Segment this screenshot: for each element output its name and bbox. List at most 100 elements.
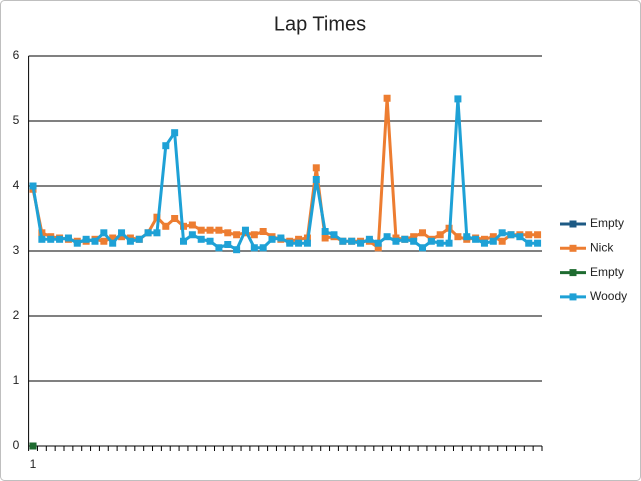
data-point (38, 235, 46, 243)
data-point (410, 233, 418, 241)
data-point (109, 239, 117, 247)
data-point (188, 231, 196, 239)
data-point (144, 229, 152, 237)
data-point (534, 231, 542, 239)
data-point (321, 234, 329, 242)
data-point (153, 213, 161, 221)
data-point (64, 234, 72, 242)
data-point (259, 244, 267, 252)
data-point (480, 239, 488, 247)
data-point (321, 228, 329, 235)
data-point (91, 237, 99, 245)
data-point (153, 229, 161, 237)
data-point (171, 129, 179, 137)
data-point (206, 226, 214, 234)
data-point (534, 239, 542, 247)
data-point (135, 235, 143, 243)
data-point (498, 229, 506, 237)
data-point (419, 229, 427, 237)
data-point (277, 234, 285, 242)
data-point (100, 229, 108, 237)
data-point (118, 229, 126, 237)
data-point (357, 239, 365, 247)
data-point (233, 246, 241, 254)
data-point (303, 239, 311, 247)
data-point (29, 182, 37, 190)
data-point (445, 239, 453, 247)
data-point (259, 228, 267, 235)
data-point (339, 237, 347, 245)
y-tick-label: 5 (13, 113, 20, 127)
legend-marker (569, 220, 577, 228)
y-tick-label: 3 (13, 243, 20, 257)
data-point (374, 239, 382, 247)
data-point (383, 94, 391, 102)
data-point (410, 237, 418, 245)
data-point (401, 235, 409, 243)
legend-marker (569, 244, 577, 252)
data-point (392, 237, 400, 245)
data-point (215, 226, 223, 234)
data-point (250, 231, 258, 239)
data-point (295, 239, 303, 247)
data-point (436, 231, 444, 239)
data-point (330, 231, 338, 239)
data-point (268, 235, 276, 243)
legend-label: Empty (590, 216, 624, 230)
data-point (215, 244, 223, 252)
data-point (472, 235, 480, 243)
y-tick-label: 2 (13, 308, 20, 322)
data-point (525, 239, 533, 247)
legend-label: Nick (590, 240, 614, 254)
data-point (348, 237, 356, 245)
data-point (312, 176, 320, 183)
data-point (250, 244, 258, 252)
data-point (525, 231, 533, 239)
data-point (454, 95, 462, 103)
y-tick-label: 1 (13, 373, 20, 387)
data-point (454, 233, 462, 241)
data-point (295, 235, 303, 243)
data-point (188, 221, 196, 229)
data-point (162, 142, 170, 150)
data-point (180, 237, 188, 245)
data-point (197, 235, 205, 243)
y-tick-label: 0 (13, 438, 20, 452)
data-point (197, 226, 205, 234)
data-point (286, 239, 294, 247)
data-point (100, 237, 108, 245)
data-point (427, 237, 435, 245)
data-point (480, 235, 488, 243)
series-line (31, 97, 538, 252)
data-point (419, 244, 427, 252)
chart-title: Lap Times (274, 13, 366, 35)
legend-marker (569, 293, 577, 301)
x-tick-label: 1 (30, 457, 37, 471)
data-point (498, 237, 506, 245)
data-point (463, 233, 471, 241)
data-point (206, 237, 214, 245)
data-point (365, 235, 373, 243)
data-point (47, 235, 55, 243)
data-point (82, 235, 90, 243)
data-point (516, 233, 524, 241)
legend-label: Woody (590, 289, 627, 303)
data-point (162, 222, 170, 230)
legend-marker (569, 269, 577, 277)
data-point (233, 231, 241, 239)
data-point (56, 235, 64, 243)
data-point (126, 237, 134, 245)
data-point (171, 215, 179, 222)
data-point (436, 239, 444, 247)
data-point (489, 237, 497, 245)
data-point (374, 244, 382, 252)
data-point (383, 233, 391, 241)
data-point (118, 233, 126, 241)
data-point (73, 239, 81, 247)
y-tick-label: 4 (13, 178, 20, 192)
data-point (489, 233, 497, 241)
data-point (29, 442, 37, 450)
legend-label: Empty (590, 265, 624, 279)
